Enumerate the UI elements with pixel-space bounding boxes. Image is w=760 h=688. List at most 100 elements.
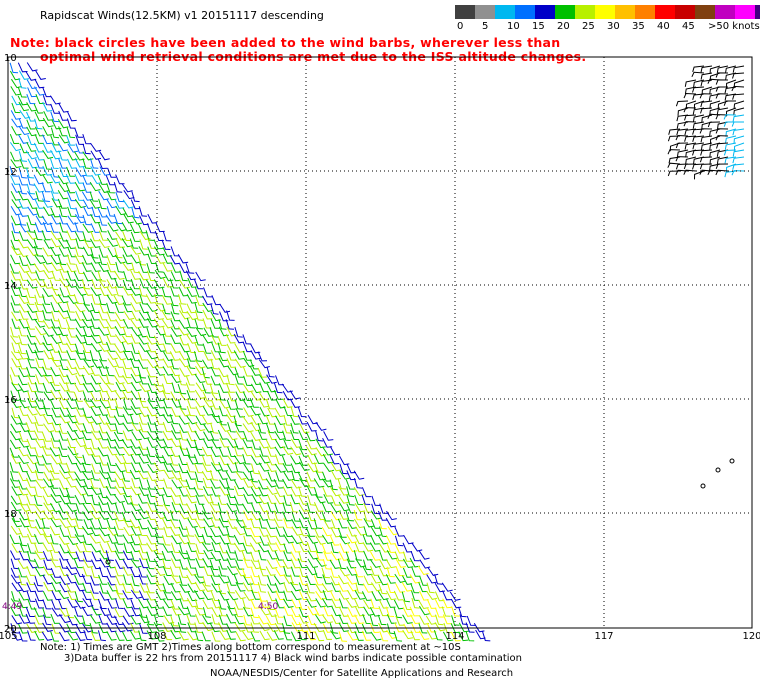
colorbar-tick-label: >50 knots bbox=[708, 21, 760, 32]
wind-barb bbox=[306, 591, 317, 602]
wind-barb bbox=[41, 527, 52, 538]
wind-barb bbox=[315, 510, 326, 521]
wind-barb bbox=[386, 629, 398, 639]
wind-barb bbox=[194, 318, 203, 330]
wind-barb bbox=[194, 421, 206, 432]
wind-barb bbox=[98, 294, 107, 306]
wind-barb bbox=[73, 429, 85, 440]
wind-barb bbox=[211, 295, 221, 306]
wind-barb bbox=[257, 351, 268, 362]
wind-barb bbox=[202, 557, 213, 568]
contamination-circle bbox=[715, 467, 721, 473]
wind-barb bbox=[138, 439, 148, 450]
wind-barb bbox=[106, 518, 116, 529]
wind-barb bbox=[115, 205, 126, 216]
wind-barb bbox=[26, 495, 35, 506]
wind-barb bbox=[363, 606, 374, 616]
wind-barb bbox=[50, 207, 60, 218]
wind-barb bbox=[105, 365, 115, 377]
wind-barb bbox=[130, 558, 142, 568]
wind-barb bbox=[315, 598, 326, 608]
wind-barb bbox=[306, 471, 316, 482]
wind-barb bbox=[138, 359, 149, 369]
wind-barb bbox=[59, 479, 69, 490]
wind-barb bbox=[162, 606, 172, 616]
wind-barb bbox=[186, 606, 196, 617]
wind-barb bbox=[66, 494, 76, 505]
wind-barb bbox=[114, 519, 124, 530]
wind-barb bbox=[290, 607, 301, 618]
wind-barb bbox=[11, 318, 21, 329]
wind-barb bbox=[17, 207, 28, 217]
wind-barb bbox=[58, 430, 68, 441]
wind-barb bbox=[709, 156, 721, 165]
wind-barb bbox=[10, 78, 22, 89]
wind-barb bbox=[201, 631, 211, 642]
wind-barb bbox=[298, 599, 308, 610]
wind-barb bbox=[27, 87, 37, 98]
colorbar-swatch bbox=[595, 5, 615, 19]
colorbar-tick-label: 5 bbox=[482, 21, 489, 32]
wind-barb bbox=[113, 511, 124, 522]
wind-barb bbox=[66, 191, 77, 202]
wind-barb bbox=[410, 614, 421, 625]
wind-barb bbox=[289, 501, 299, 513]
wind-barb bbox=[18, 406, 29, 416]
wind-barb bbox=[11, 183, 22, 193]
wind-barb bbox=[97, 222, 107, 233]
wind-barb bbox=[282, 445, 294, 455]
wind-barb bbox=[121, 341, 131, 352]
footer-note-1: Note: 1) Times are GMT 2)Times along bot… bbox=[40, 642, 461, 653]
wind-barb bbox=[170, 358, 179, 370]
wind-barb bbox=[715, 163, 729, 169]
wind-barb bbox=[290, 590, 302, 601]
wind-barb bbox=[83, 238, 94, 249]
wind-barb bbox=[145, 510, 156, 521]
wind-barb bbox=[82, 566, 92, 577]
wind-barb bbox=[170, 343, 181, 353]
wind-barb bbox=[289, 415, 300, 425]
wind-barb bbox=[90, 382, 101, 392]
wind-barb bbox=[201, 470, 213, 481]
wind-barb bbox=[675, 156, 689, 162]
wind-barb bbox=[91, 279, 101, 290]
wind-barb bbox=[185, 550, 196, 561]
wind-barb bbox=[137, 391, 147, 403]
wind-barb bbox=[337, 574, 349, 585]
wind-barb bbox=[386, 623, 396, 635]
wind-barb bbox=[90, 415, 102, 425]
wind-barb bbox=[154, 447, 164, 458]
wind-barb bbox=[17, 349, 28, 360]
wind-barb bbox=[42, 303, 52, 314]
wind-barb bbox=[82, 391, 92, 402]
wind-barb bbox=[683, 92, 697, 99]
wind-barb bbox=[33, 238, 43, 250]
wind-barb bbox=[265, 399, 275, 410]
wind-barb bbox=[346, 503, 356, 514]
wind-barb bbox=[177, 374, 187, 386]
wind-barb bbox=[202, 423, 214, 433]
wind-barb bbox=[145, 294, 156, 304]
wind-barb bbox=[49, 351, 59, 361]
wind-barb bbox=[50, 302, 60, 313]
wind-barb bbox=[121, 222, 133, 232]
wind-barb bbox=[186, 574, 197, 585]
wind-barb bbox=[11, 126, 22, 136]
wind-barb bbox=[418, 630, 430, 641]
wind-barb bbox=[306, 582, 315, 594]
wind-barb bbox=[194, 527, 204, 538]
wind-barb bbox=[129, 630, 141, 640]
wind-barb bbox=[41, 191, 50, 202]
wind-barb bbox=[692, 149, 705, 156]
wind-barb bbox=[700, 65, 713, 73]
wind-barb bbox=[57, 254, 67, 266]
wind-barb bbox=[170, 599, 180, 610]
wind-barb bbox=[10, 110, 22, 120]
wind-barb bbox=[401, 591, 410, 603]
wind-barb bbox=[82, 271, 93, 282]
wind-barb bbox=[162, 535, 171, 546]
wind-barb bbox=[33, 229, 43, 241]
wind-barb bbox=[234, 622, 246, 632]
wind-barb bbox=[66, 518, 77, 528]
wind-barb bbox=[355, 526, 366, 536]
